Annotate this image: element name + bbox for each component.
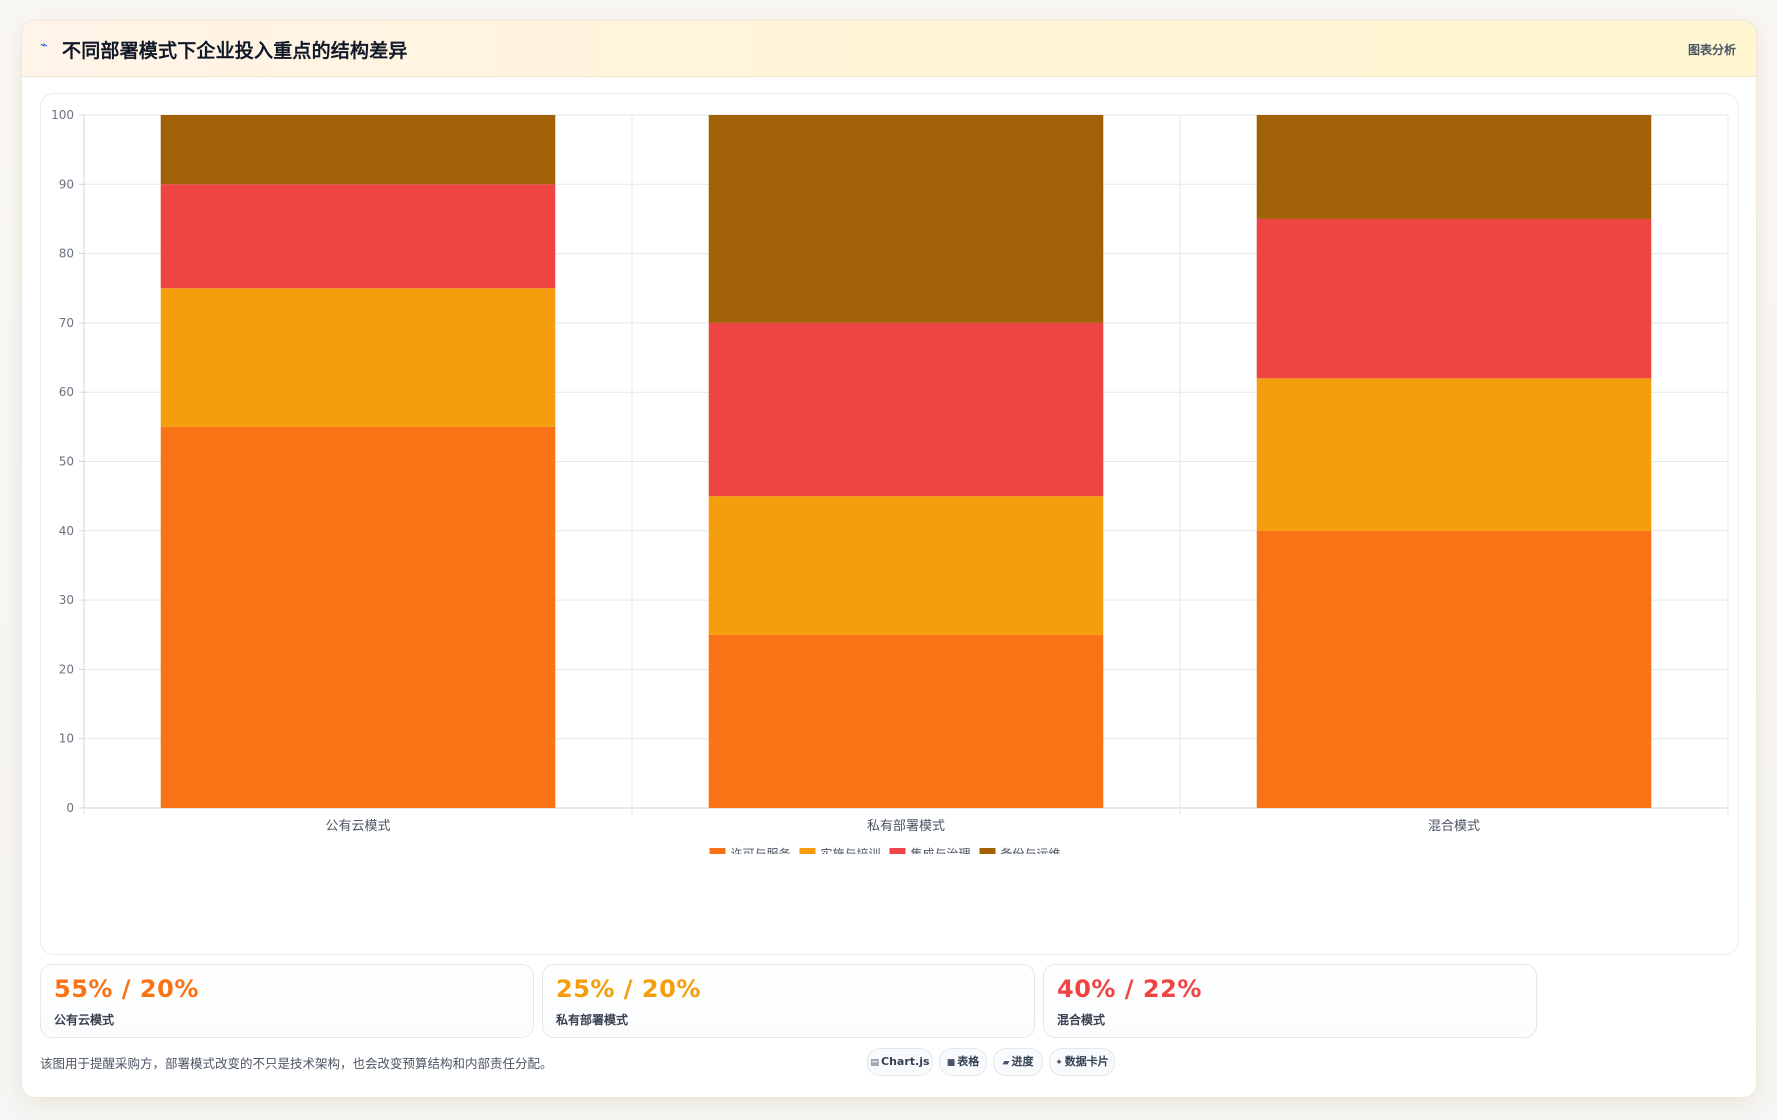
bar-segment — [160, 184, 556, 289]
stat-card-hybrid: 40% / 22% 混合模式 — [1043, 964, 1537, 1038]
card-header: ⌁ 不同部署模式下企业投入重点的结构差异 图表分析 — [22, 21, 1756, 77]
bar-segment — [708, 634, 1104, 808]
bar-segment — [708, 496, 1104, 635]
bar-segment — [160, 426, 556, 808]
bar-segment — [708, 115, 1104, 323]
legend-label: 许可与服务 — [731, 846, 791, 854]
y-tick-label: 20 — [59, 662, 74, 676]
bar-segment — [1256, 530, 1652, 808]
stat-value: 40% / 22% — [1057, 975, 1202, 1003]
legend-label: 实施与培训 — [821, 846, 881, 854]
y-tick-label: 80 — [59, 247, 74, 261]
stat-value: 55% / 20% — [54, 975, 199, 1003]
bar-segment — [1256, 378, 1652, 531]
stat-label: 私有部署模式 — [556, 1013, 629, 1027]
chip-label: Chart.js — [881, 1055, 930, 1068]
legend-swatch — [979, 848, 996, 854]
bar-segment — [1256, 115, 1652, 219]
x-tick-label: 公有云模式 — [325, 819, 390, 834]
y-tick-label: 30 — [59, 593, 74, 607]
chart-panel: 0 10 20 30 40 50 60 70 80 90 100 公有云模式 私有部署模式 混合模式许可与… — [40, 93, 1739, 955]
stat-value: 25% / 20% — [556, 975, 701, 1003]
legend-label: 集成与治理 — [911, 846, 971, 854]
legend-swatch — [799, 848, 816, 854]
bar-segment — [160, 288, 556, 427]
y-tick-label: 40 — [59, 524, 74, 538]
y-tick-label: 90 — [59, 177, 74, 191]
chart-analysis-tag: 图表分析 — [1687, 43, 1736, 57]
chip-progress[interactable]: ▰ 进度 — [993, 1048, 1043, 1076]
chip-label: 数据卡片 — [1064, 1055, 1109, 1068]
bar-segment — [708, 322, 1104, 497]
y-tick-label: 60 — [59, 385, 74, 399]
legend-swatch — [709, 848, 726, 854]
y-tick-label: 100 — [51, 108, 74, 122]
chip-label: 进度 — [1011, 1055, 1034, 1068]
x-tick-label: 私有部署模式 — [867, 819, 945, 834]
chip-label: 表格 — [957, 1055, 980, 1068]
chart-icon: ▤ — [870, 1058, 879, 1068]
y-tick-label: 0 — [66, 801, 74, 815]
legend-swatch — [889, 848, 906, 854]
chart-line-icon: ⌁ — [40, 38, 48, 53]
chip-data-card[interactable]: ✦ 数据卡片 — [1049, 1048, 1115, 1076]
bar-segment — [160, 115, 556, 185]
stat-label: 公有云模式 — [54, 1013, 115, 1027]
y-tick-label: 10 — [59, 732, 74, 746]
card-icon: ✦ — [1055, 1058, 1063, 1068]
bar-segment — [1256, 218, 1652, 379]
footer-note: 该图用于提醒采购方，部署模式改变的不只是技术架构，也会改变预算结构和内部责任分配… — [40, 1056, 553, 1071]
legend-label: 备份与运维 — [1001, 847, 1061, 854]
y-tick-label: 50 — [59, 455, 74, 469]
table-icon: ■ — [946, 1058, 956, 1068]
progress-icon: ▰ — [1002, 1058, 1010, 1068]
chip-table[interactable]: ■ 表格 — [939, 1048, 987, 1076]
stat-card-public-cloud: 55% / 20% 公有云模式 — [40, 964, 534, 1038]
stat-label: 混合模式 — [1057, 1013, 1106, 1027]
x-tick-label: 混合模式 — [1428, 819, 1480, 834]
chart-card: ⌁ 不同部署模式下企业投入重点的结构差异 图表分析 0 10 20 30 40 50 60 7… — [21, 20, 1757, 1098]
page-title: 不同部署模式下企业投入重点的结构差异 — [62, 40, 408, 62]
stat-card-private: 25% / 20% 私有部署模式 — [542, 964, 1035, 1038]
chip-chartjs[interactable]: ▤ Chart.js — [867, 1048, 933, 1076]
y-tick-label: 70 — [59, 316, 74, 330]
stacked-bar-chart: 0 10 20 30 40 50 60 70 80 90 100 公有云模式 私有部署模式 混合模式许可与… — [51, 108, 1729, 854]
